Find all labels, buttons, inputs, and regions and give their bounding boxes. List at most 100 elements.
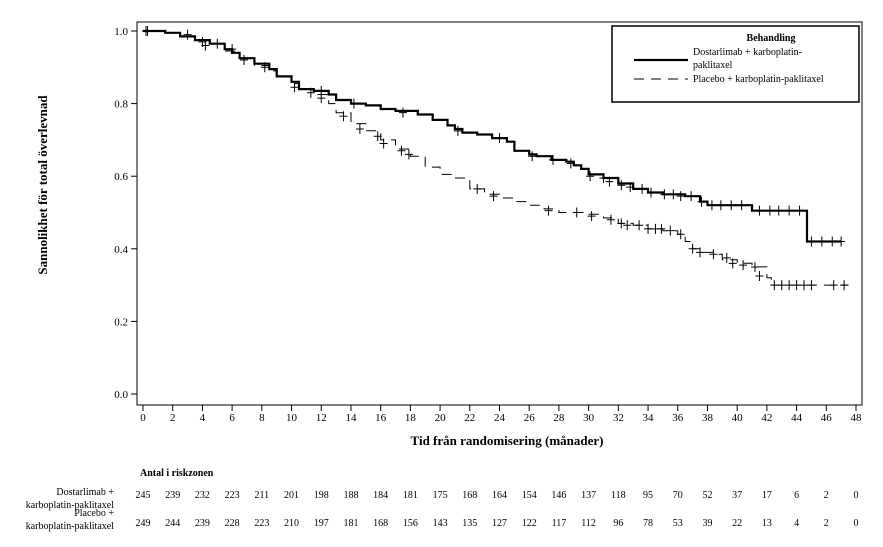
risk-value-dostarlimab: 6: [794, 490, 799, 501]
censor-mark-placebo: [379, 138, 388, 149]
y-axis-title: Sannolikhet för total överlevnad: [35, 95, 50, 275]
censor-mark-placebo: [489, 191, 498, 202]
x-tick-label: 2: [170, 412, 176, 424]
x-tick-label: 20: [435, 412, 447, 424]
censor-mark-placebo: [644, 223, 653, 234]
censor-mark-placebo: [777, 280, 786, 291]
risk-value-dostarlimab: 239: [165, 490, 180, 501]
risk-value-placebo: 135: [462, 518, 477, 529]
censor-mark-dostarlimab: [566, 158, 575, 169]
y-tick-label: 0.2: [114, 316, 128, 328]
censor-mark-placebo: [544, 205, 553, 216]
censor-mark-dostarlimab: [183, 29, 192, 40]
censor-mark-dostarlimab: [697, 196, 706, 207]
risk-value-placebo: 210: [284, 518, 299, 529]
censor-mark-dostarlimab: [795, 205, 804, 216]
risk-value-dostarlimab: 164: [492, 490, 507, 501]
x-axis-title: Tid från randomisering (månader): [411, 433, 604, 448]
risk-value-placebo: 78: [643, 518, 653, 529]
censor-mark-dostarlimab: [495, 133, 504, 144]
x-tick-label: 34: [643, 412, 655, 424]
censor-mark-placebo: [355, 124, 364, 135]
censor-mark-placebo: [617, 218, 626, 229]
x-tick-label: 28: [553, 412, 565, 424]
x-tick-label: 0: [140, 412, 146, 424]
y-axis: 0.0 0.2 0.4 0.6 0.8 1.0: [114, 26, 137, 401]
x-tick-label: 18: [405, 412, 417, 424]
legend-label-dostarlimab-line2: paklitaxel: [693, 60, 733, 71]
censor-mark-placebo: [722, 252, 731, 263]
risk-value-placebo: 0: [854, 518, 859, 529]
risk-value-placebo: 143: [433, 518, 448, 529]
risk-value-dostarlimab: 146: [551, 490, 566, 501]
risk-value-dostarlimab: 211: [255, 490, 270, 501]
censor-mark-dostarlimab: [453, 125, 462, 136]
censor-mark-placebo: [317, 93, 326, 104]
censor-mark-placebo: [728, 258, 737, 269]
censor-mark-placebo: [829, 280, 838, 291]
y-tick-label: 0.4: [114, 244, 128, 256]
risk-value-placebo: 181: [343, 518, 358, 529]
censor-mark-placebo: [373, 131, 382, 142]
censor-mark-dostarlimab: [707, 200, 716, 211]
censor-mark-placebo: [666, 225, 675, 236]
censor-mark-dostarlimab: [817, 236, 826, 247]
censor-mark-placebo: [306, 87, 315, 98]
risk-value-placebo: 249: [136, 518, 151, 529]
x-tick-label: 26: [524, 412, 536, 424]
censor-mark-placebo: [688, 243, 697, 254]
risk-value-dostarlimab: 0: [854, 490, 859, 501]
risk-value-dostarlimab: 223: [225, 490, 240, 501]
censor-mark-placebo: [198, 36, 207, 47]
censor-mark-dostarlimab: [548, 154, 557, 165]
risk-value-placebo: 13: [762, 518, 772, 529]
risk-value-placebo: 39: [702, 518, 712, 529]
risk-value-dostarlimab: 188: [343, 490, 358, 501]
risk-value-dostarlimab: 154: [522, 490, 537, 501]
censor-mark-placebo: [696, 247, 705, 258]
risk-row-label-placebo-line2: karboplatin-paklitaxel: [26, 521, 115, 532]
censor-mark-placebo: [587, 211, 596, 222]
censor-mark-dostarlimab: [647, 187, 656, 198]
risk-value-dostarlimab: 95: [643, 490, 653, 501]
censor-mark-dostarlimab: [660, 189, 669, 200]
risk-value-placebo: 22: [732, 518, 742, 529]
risk-value-dostarlimab: 184: [373, 490, 388, 501]
series-layer: [141, 26, 849, 291]
censor-mark-dostarlimab: [737, 200, 746, 211]
x-tick-label: 32: [613, 412, 624, 424]
censor-mark-dostarlimab: [727, 200, 736, 211]
censor-mark-dostarlimab: [528, 151, 537, 162]
y-tick-label: 0.8: [114, 99, 128, 111]
x-tick-label: 4: [200, 412, 206, 424]
risk-value-dostarlimab: 17: [762, 490, 772, 501]
x-tick-label: 6: [229, 412, 235, 424]
x-tick-label: 38: [702, 412, 714, 424]
x-tick-label: 14: [345, 412, 357, 424]
censor-mark-dostarlimab: [349, 98, 358, 109]
risk-value-dostarlimab: 37: [732, 490, 742, 501]
censor-mark-placebo: [657, 223, 666, 234]
legend-box: [611, 25, 860, 103]
y-tick-label: 1.0: [114, 26, 128, 38]
censor-mark-dostarlimab: [599, 173, 608, 184]
censor-mark-dostarlimab: [774, 205, 783, 216]
censor-mark-placebo: [228, 44, 237, 55]
censor-mark-dostarlimab: [676, 191, 685, 202]
legend-label-placebo: Placebo + karboplatin-paklitaxel: [693, 74, 824, 85]
legend: Behandling Dostarlimab + karboplatin- pa…: [611, 25, 860, 103]
risk-value-dostarlimab: 118: [611, 490, 626, 501]
censor-mark-dostarlimab: [837, 236, 846, 247]
censor-mark-placebo: [785, 280, 794, 291]
x-tick-label: 36: [672, 412, 684, 424]
x-tick-label: 44: [791, 412, 803, 424]
legend-label-dostarlimab-line1: Dostarlimab + karboplatin-: [693, 47, 802, 58]
censor-mark-dostarlimab: [260, 62, 269, 73]
censor-mark-placebo: [676, 229, 685, 240]
x-tick-label: 40: [732, 412, 744, 424]
risk-table-title: Antal i riskzonen: [140, 468, 214, 479]
censor-mark-placebo: [840, 280, 849, 291]
risk-row-label-dostarlimab-line1: Dostarlimab +: [56, 487, 114, 498]
x-tick-label: 16: [375, 412, 387, 424]
risk-value-placebo: 168: [373, 518, 388, 529]
